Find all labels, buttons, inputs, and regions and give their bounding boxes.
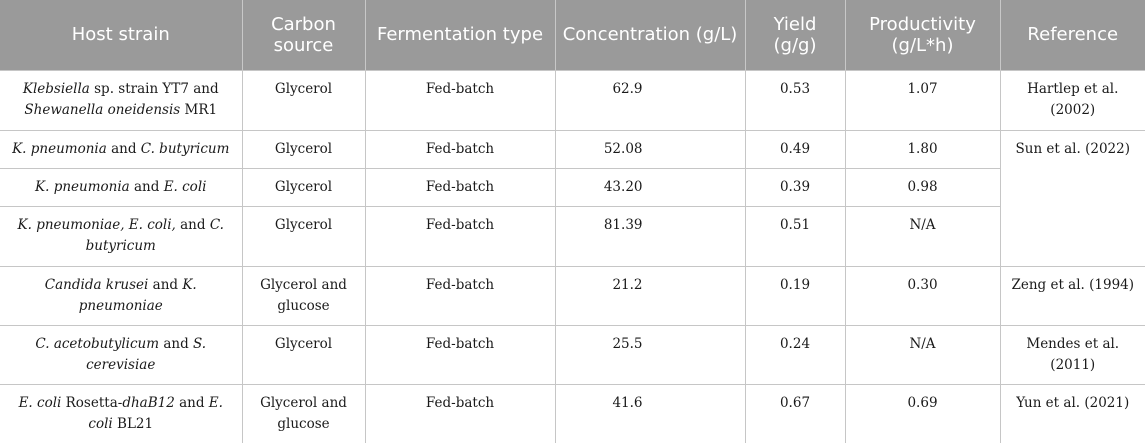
productivity-cell: 0.98 (844, 167, 1000, 207)
carbon-source-cell: Glycerol and glucose (241, 265, 366, 326)
carbon-source-cell: Glycerol and glucose (241, 383, 366, 443)
fermentation-type-cell: Fed-batch (364, 129, 556, 169)
reference-cell: Sun et al. (2022) (999, 129, 1145, 267)
table-row: K. pneumonia and E. coli Glycerol Fed-ba… (0, 167, 1145, 207)
reference-cell: Hartlep et al. (2002) (999, 69, 1145, 131)
concentration-cell: 43.20 (554, 167, 746, 207)
productivity-cell: 1.80 (844, 129, 1001, 169)
carbon-source-cell: Glycerol (241, 324, 366, 385)
table-row: C. acetobutylicum and S. cerevisiae Glyc… (0, 324, 1145, 385)
header-concentration: Concentration (g/L) (554, 0, 745, 70)
carbon-source-cell: Glycerol (241, 205, 366, 267)
concentration-cell: 81.39 (554, 205, 746, 267)
table-row: E. coli Rosetta-dhaB12 and E. coli BL21 … (0, 383, 1145, 443)
host-strain-cell: C. acetobutylicum and S. cerevisiae (0, 324, 243, 385)
fermentation-type-cell: Fed-batch (364, 69, 556, 131)
header-productivity: Productivity (g/L*h) (844, 0, 1000, 70)
table-row: K. pneumonia and C. butyricum Glycerol F… (0, 129, 1145, 267)
fermentation-type-cell: Fed-batch (364, 167, 556, 207)
concentration-cell: 41.6 (554, 383, 746, 443)
host-strain-cell: E. coli Rosetta-dhaB12 and E. coli BL21 (0, 383, 243, 443)
concentration-cell: 52.08 (554, 129, 746, 169)
yield-cell: 0.51 (744, 205, 846, 267)
host-strain-cell: Candida krusei and K. pneumoniae (0, 265, 243, 326)
header-yield: Yield (g/g) (744, 0, 845, 70)
carbon-source-cell: Glycerol (241, 167, 366, 207)
host-strain-cell: K. pneumoniae, E. coli, and C. butyricum (0, 205, 243, 267)
host-strain-cell: K. pneumonia and E. coli (0, 167, 243, 207)
productivity-cell: 0.30 (844, 265, 1001, 326)
fermentation-type-cell: Fed-batch (364, 205, 556, 267)
table-row: K. pneumoniae, E. coli, and C. butyricum… (0, 205, 1145, 267)
concentration-cell: 21.2 (554, 265, 746, 326)
productivity-cell: 1.07 (844, 69, 1001, 131)
carbon-source-cell: Glycerol (241, 69, 366, 131)
fermentation-type-cell: Fed-batch (364, 383, 556, 443)
header-fermentation-type: Fermentation type (364, 0, 555, 70)
yield-cell: 0.39 (744, 167, 846, 207)
yield-cell: 0.53 (744, 69, 846, 131)
productivity-cell: 0.69 (844, 383, 1001, 443)
table-row: Candida krusei and K. pneumoniae Glycero… (0, 265, 1145, 326)
table-row: Klebsiella sp. strain YT7 and Shewanella… (0, 69, 1145, 131)
productivity-cell: N/A (844, 205, 1000, 267)
header-carbon-source: Carbon source (241, 0, 365, 70)
yield-cell: 0.67 (744, 383, 846, 443)
header-host-strain: Host strain (0, 0, 242, 70)
host-strain-cell: K. pneumonia and C. butyricum (0, 129, 243, 169)
yield-cell: 0.24 (744, 324, 846, 385)
reference-cell: Mendes et al. (2011) (999, 324, 1145, 385)
header-row: Host strain Carbon source Fermentation t… (0, 0, 1145, 70)
fermentation-type-cell: Fed-batch (364, 324, 556, 385)
productivity-cell: N/A (844, 324, 1001, 385)
carbon-source-cell: Glycerol (241, 129, 366, 169)
concentration-cell: 62.9 (554, 69, 746, 131)
yield-cell: 0.49 (744, 129, 846, 169)
host-strain-cell: Klebsiella sp. strain YT7 and Shewanella… (0, 69, 243, 131)
yield-cell: 0.19 (744, 265, 846, 326)
header-reference: Reference (999, 0, 1145, 70)
fermentation-type-cell: Fed-batch (364, 265, 556, 326)
concentration-cell: 25.5 (554, 324, 746, 385)
reference-cell: Yun et al. (2021) (999, 383, 1145, 443)
reference-cell: Zeng et al. (1994) (999, 265, 1145, 326)
